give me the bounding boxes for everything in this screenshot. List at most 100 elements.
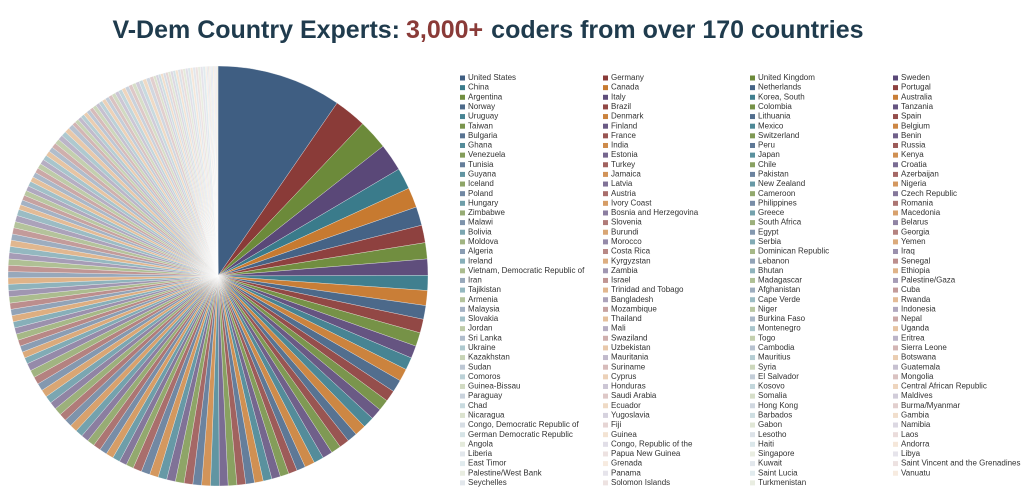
legend-swatch xyxy=(750,220,755,226)
legend-label: Bolivia xyxy=(468,227,492,236)
legend-swatch xyxy=(750,287,755,293)
legend-label: Togo xyxy=(758,333,776,342)
legend-swatch xyxy=(460,268,465,274)
chart-title: V-Dem Country Experts: 3,000+ coders from … xyxy=(112,16,863,44)
legend-swatch xyxy=(750,326,755,332)
title-highlight: 3,000+ xyxy=(406,16,483,44)
legend-swatch xyxy=(893,326,898,332)
legend-label: Slovakia xyxy=(468,314,499,323)
legend-swatch xyxy=(750,297,755,303)
legend-swatch xyxy=(603,133,608,139)
legend-label: Papua New Guinea xyxy=(611,449,681,458)
legend-swatch xyxy=(603,480,608,486)
legend-label: Kyrgyzstan xyxy=(611,256,651,265)
legend-label: Fiji xyxy=(611,420,621,429)
legend-swatch xyxy=(893,191,898,197)
legend-label: Costa Rica xyxy=(611,247,651,256)
legend-swatch xyxy=(750,171,755,177)
legend-swatch xyxy=(750,104,755,110)
legend-swatch xyxy=(603,364,608,370)
legend-label: Singapore xyxy=(758,449,795,458)
legend-swatch xyxy=(750,403,755,409)
legend-label: Poland xyxy=(468,189,493,198)
legend-swatch xyxy=(603,297,608,303)
legend-swatch xyxy=(460,422,465,428)
legend-swatch xyxy=(460,480,465,486)
legend-swatch xyxy=(460,355,465,361)
legend-label: Mauritius xyxy=(758,353,790,362)
legend-label: India xyxy=(611,141,629,150)
legend-label: Uganda xyxy=(901,324,930,333)
legend-swatch xyxy=(603,94,608,100)
legend-swatch xyxy=(893,85,898,91)
legend-label: Germany xyxy=(611,73,644,82)
legend-swatch xyxy=(893,268,898,274)
legend-swatch xyxy=(750,393,755,399)
legend-swatch xyxy=(750,162,755,168)
legend-swatch xyxy=(460,123,465,129)
legend-label: Grenada xyxy=(611,459,643,468)
legend-label: New Zealand xyxy=(758,179,805,188)
legend-label: Finland xyxy=(611,121,637,130)
legend-swatch xyxy=(460,326,465,332)
legend-label: Kazakhstan xyxy=(468,353,510,362)
legend-swatch xyxy=(893,104,898,110)
legend-swatch xyxy=(750,239,755,245)
legend-swatch xyxy=(603,383,608,389)
legend-swatch xyxy=(603,104,608,110)
legend-swatch xyxy=(893,441,898,447)
legend-swatch xyxy=(603,345,608,351)
legend-label: Israel xyxy=(611,276,631,285)
legend-label: Guyana xyxy=(468,170,497,179)
legend-label: Guinea-Bissau xyxy=(468,382,520,391)
legend-label: Yugoslavia xyxy=(611,411,650,420)
legend-label: Turkmenistan xyxy=(758,478,806,487)
legend-swatch xyxy=(750,75,755,81)
legend-swatch xyxy=(893,316,898,322)
legend-swatch xyxy=(460,220,465,226)
legend-label: Bosnia and Herzegovina xyxy=(611,208,699,217)
legend-label: Namibia xyxy=(901,420,931,429)
legend-label: Italy xyxy=(611,92,626,101)
pie-slice xyxy=(217,65,338,277)
legend-label: Belarus xyxy=(901,218,928,227)
legend-swatch xyxy=(893,229,898,235)
legend-label: Bangladesh xyxy=(611,295,653,304)
legend-label: Bulgaria xyxy=(468,131,498,140)
legend-swatch xyxy=(750,133,755,139)
legend-swatch xyxy=(460,306,465,312)
title-part: coders from over 170 countries xyxy=(491,16,863,44)
legend-label: Turkey xyxy=(611,160,635,169)
legend-swatch xyxy=(603,75,608,81)
legend-swatch xyxy=(750,181,755,187)
legend-swatch xyxy=(750,306,755,312)
legend-swatch xyxy=(893,181,898,187)
legend-swatch xyxy=(893,152,898,158)
legend-label: Guinea xyxy=(611,430,637,439)
legend-swatch xyxy=(893,297,898,303)
legend-swatch xyxy=(460,210,465,216)
legend-label: Kosovo xyxy=(758,382,785,391)
legend-label: Croatia xyxy=(901,160,927,169)
legend-label: Maldives xyxy=(901,391,933,400)
legend-label: Haiti xyxy=(758,439,774,448)
legend-swatch xyxy=(603,451,608,457)
legend-label: Lesotho xyxy=(758,430,787,439)
legend-label: Brazil xyxy=(611,102,631,111)
legend-swatch xyxy=(750,412,755,418)
legend-swatch xyxy=(460,94,465,100)
legend-label: Palestine/West Bank xyxy=(468,468,543,477)
legend-label: El Salvador xyxy=(758,372,799,381)
legend-label: Malawi xyxy=(468,218,493,227)
legend-label: Zimbabwe xyxy=(468,208,505,217)
legend-swatch xyxy=(893,114,898,120)
legend-swatch xyxy=(603,326,608,332)
legend-label: Mauritania xyxy=(611,353,649,362)
legend-swatch xyxy=(893,258,898,264)
legend-swatch xyxy=(460,383,465,389)
legend-swatch xyxy=(603,355,608,361)
legend-swatch xyxy=(750,114,755,120)
legend-swatch xyxy=(603,374,608,380)
legend-swatch xyxy=(603,142,608,148)
